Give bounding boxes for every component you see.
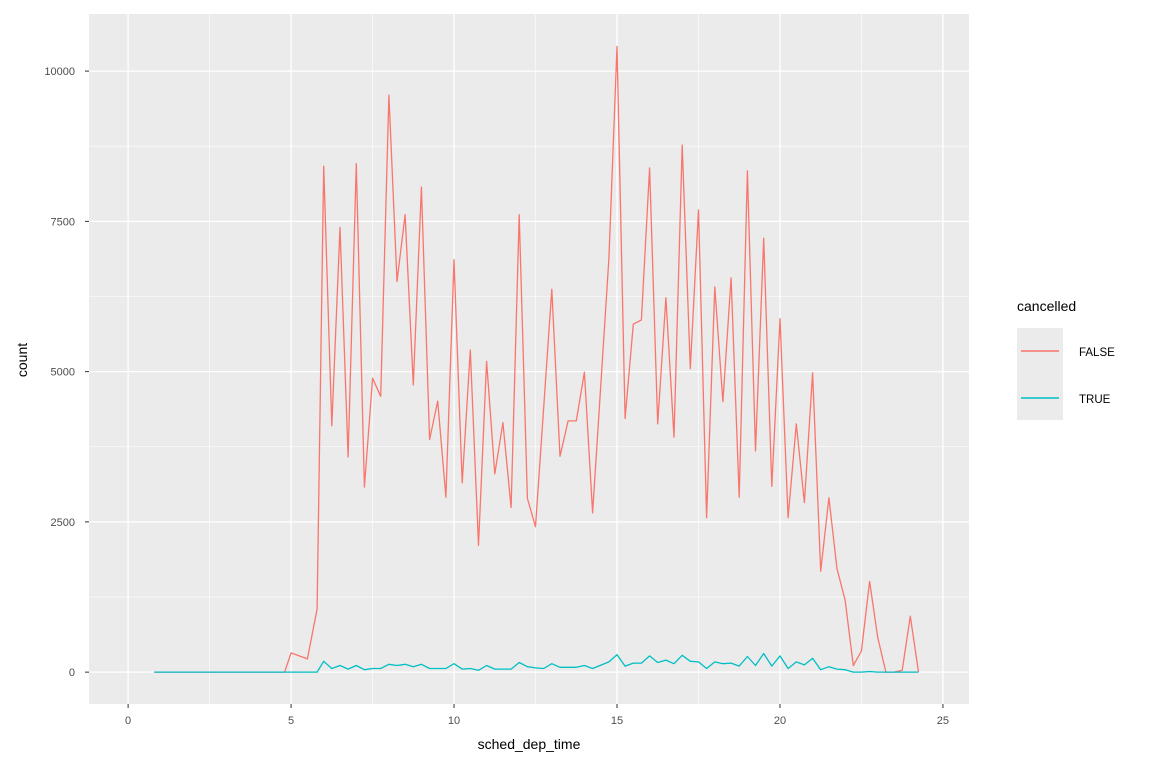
x-tick-label: 10 bbox=[448, 715, 460, 727]
x-tick-label: 25 bbox=[937, 715, 949, 727]
y-tick-label: 10000 bbox=[44, 66, 75, 78]
major-gridlines bbox=[89, 14, 969, 704]
series-lines bbox=[154, 45, 920, 673]
minor-gridlines bbox=[89, 14, 969, 704]
legend: cancelled FALSE TRUE bbox=[1017, 298, 1115, 420]
y-tick-label: 5000 bbox=[51, 367, 75, 379]
panel-background bbox=[89, 14, 969, 704]
x-tick-label: 5 bbox=[288, 715, 294, 727]
y-axis: 0 2500 5000 7500 10000 bbox=[44, 66, 89, 679]
x-tick-label: 20 bbox=[774, 715, 786, 727]
y-tick-label: 2500 bbox=[51, 517, 75, 529]
x-tick-label: 0 bbox=[125, 715, 131, 727]
y-tick-label: 7500 bbox=[51, 216, 75, 228]
legend-key-true-background bbox=[1017, 374, 1063, 420]
legend-title: cancelled bbox=[1017, 298, 1076, 314]
series-line-false bbox=[154, 45, 920, 673]
x-axis: 0 5 10 15 20 25 bbox=[125, 704, 949, 727]
y-tick-label: 0 bbox=[69, 667, 75, 679]
x-tick-label: 15 bbox=[611, 715, 623, 727]
y-axis-title: count bbox=[14, 343, 30, 377]
series-line-true bbox=[154, 652, 919, 673]
x-axis-title: sched_dep_time bbox=[478, 736, 581, 752]
legend-label-false: FALSE bbox=[1079, 347, 1115, 359]
legend-label-true: TRUE bbox=[1079, 394, 1111, 406]
